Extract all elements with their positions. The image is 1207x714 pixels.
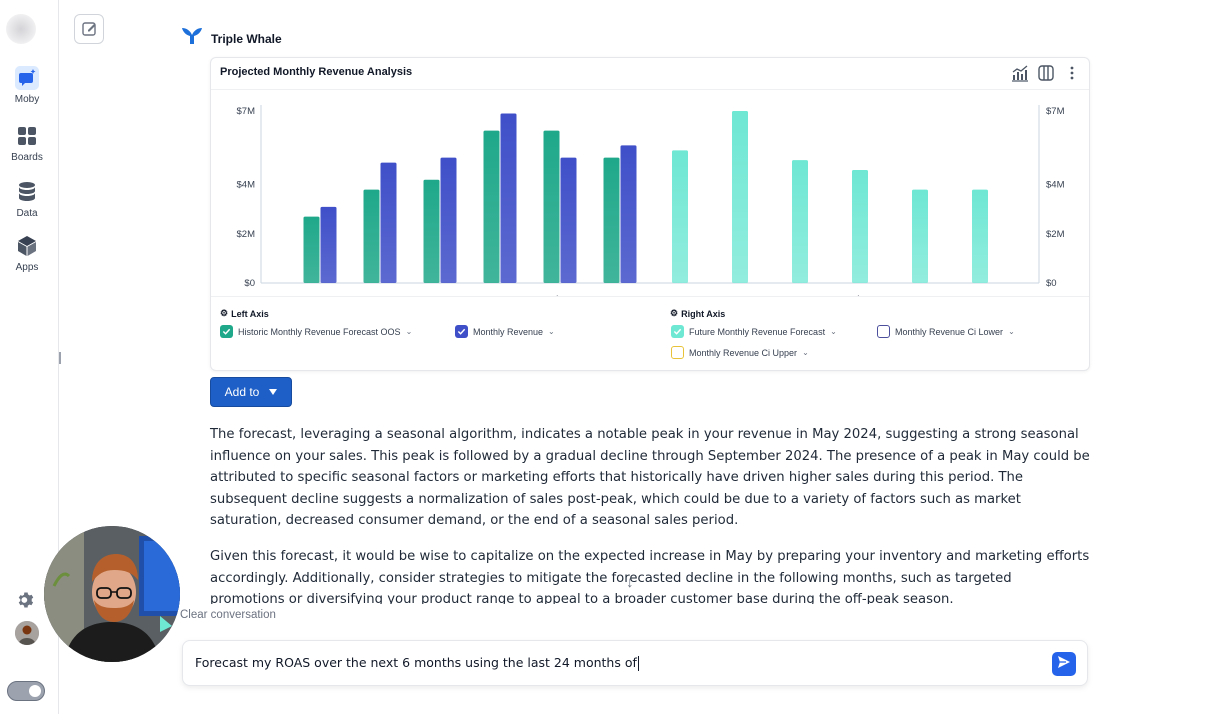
sidebar-item-label: Boards: [11, 152, 43, 163]
bar-monthly-revenue: [500, 113, 517, 283]
new-chat-button[interactable]: [74, 14, 104, 44]
checkbox-checked-icon[interactable]: [455, 325, 468, 338]
revenue-bar-chart: $0 $2M $4M $7M $0 $2M $4M $7M Oct 23 Nov 23 Dec 23…: [237, 105, 1065, 296]
bar-monthly-revenue: [440, 157, 457, 283]
response-paragraph-2-viewport: Given this forecast, it would be wise to…: [210, 546, 1090, 604]
right-axis-title: ⚙ Right Axis: [670, 308, 726, 319]
edit-icon: [75, 22, 103, 47]
sidebar-item-boards[interactable]: Boards: [0, 124, 54, 163]
bar-future-monthly-revenue-forecast: [792, 160, 808, 283]
columns-icon[interactable]: [1037, 64, 1055, 82]
add-to-button[interactable]: Add to: [210, 377, 292, 407]
bar-historic-monthly-revenue-forecast-oos: [483, 130, 500, 283]
chat-input[interactable]: Forecast my ROAS over the next 6 months …: [195, 655, 639, 671]
x-axis-tick-label: Jul 24: [847, 295, 874, 296]
mode-toggle[interactable]: [7, 681, 45, 701]
x-axis-tick-label: Mar 24: [604, 295, 636, 296]
left-axis-tick-label: $4M: [237, 180, 256, 191]
chevron-down-icon[interactable]: ⌄: [548, 327, 555, 336]
left-axis-tick-label: $2M: [237, 229, 256, 240]
chat-input-box[interactable]: Forecast my ROAS over the next 6 months …: [182, 640, 1088, 686]
bar-future-monthly-revenue-forecast: [912, 189, 928, 283]
chevron-down-icon[interactable]: ⌄: [802, 348, 809, 357]
x-axis-tick-label: Sep 24: [964, 295, 996, 296]
left-axis-tick-label: $7M: [237, 106, 256, 117]
sidebar-item-data[interactable]: Data: [0, 180, 54, 219]
chart-toolbar: [1011, 64, 1081, 82]
x-axis-tick-label: Jan 24: [485, 295, 515, 296]
small-gear-icon: ⚙: [220, 308, 229, 318]
bar-historic-monthly-revenue-forecast-oos: [303, 216, 320, 283]
bar-monthly-revenue: [320, 206, 337, 283]
clear-conversation-button[interactable]: Clear conversation: [180, 609, 276, 621]
send-button[interactable]: [1052, 652, 1076, 676]
legend-item-future-forecast[interactable]: Future Monthly Revenue Forecast ⌄: [671, 325, 837, 338]
x-axis-tick-label: May 24: [724, 295, 757, 296]
sidebar-item-label: Moby: [14, 94, 40, 105]
chevron-down-icon[interactable]: ⌄: [405, 327, 413, 336]
x-axis-tick-label: Jun 24: [785, 295, 815, 296]
sidebar-item-label: Apps: [15, 262, 39, 273]
sidebar-item-label: Data: [16, 208, 38, 219]
whale-tail-icon: [181, 27, 203, 50]
bar-monthly-revenue: [560, 157, 577, 283]
left-axis-title: ⚙ Left Axis: [220, 308, 269, 319]
brand-header: Triple Whale: [181, 27, 282, 50]
bar-historic-monthly-revenue-forecast-oos: [603, 157, 620, 283]
checkbox-unchecked-icon[interactable]: [877, 325, 890, 338]
gear-icon[interactable]: [16, 590, 36, 610]
bar-monthly-revenue: [620, 145, 637, 283]
checkbox-checked-icon[interactable]: [671, 325, 684, 338]
bar-historic-monthly-revenue-forecast-oos: [543, 130, 560, 283]
sidebar-item-apps[interactable]: Apps: [0, 234, 54, 273]
cube-icon: [15, 234, 39, 258]
workspace-logo[interactable]: [6, 14, 36, 44]
left-axis-tick-label: $0: [244, 278, 255, 289]
bar-historic-monthly-revenue-forecast-oos: [363, 189, 380, 283]
webcam-overlay: [44, 526, 180, 662]
send-icon: [1057, 655, 1071, 674]
x-axis-tick-label: Oct 23: [305, 295, 335, 296]
bar-future-monthly-revenue-forecast: [852, 169, 868, 283]
right-axis-tick-label: $7M: [1046, 106, 1065, 117]
chat-sparkle-icon: [15, 66, 39, 90]
chevron-down-icon[interactable]: ⌄: [830, 327, 837, 336]
x-axis-tick-label: Dec 23: [424, 295, 456, 296]
brand-name: Triple Whale: [211, 31, 282, 46]
chevron-down-icon[interactable]: ⌄: [1008, 327, 1015, 336]
small-gear-icon: ⚙: [670, 308, 679, 318]
response-paragraph-1: The forecast, leveraging a seasonal algo…: [210, 427, 1090, 528]
grid-icon: [15, 124, 39, 148]
more-vertical-icon[interactable]: [1063, 64, 1081, 82]
chart-title: Projected Monthly Revenue Analysis: [220, 66, 413, 78]
x-axis-tick-label: Apr 24: [665, 295, 695, 296]
arrow-down-icon[interactable]: ↓: [626, 574, 634, 591]
bar-future-monthly-revenue-forecast: [672, 150, 688, 283]
legend-item-historic-forecast[interactable]: Historic Monthly Revenue Forecast OOS ⌄: [220, 325, 412, 338]
x-axis-tick-label: Nov 23: [364, 295, 396, 296]
user-avatar-icon[interactable]: [15, 621, 39, 645]
legend-item-monthly-revenue[interactable]: Monthly Revenue ⌄: [455, 325, 555, 338]
sidebar-item-moby[interactable]: Moby: [0, 66, 54, 105]
x-axis-tick-label: Feb 24: [544, 295, 576, 296]
bar-future-monthly-revenue-forecast: [972, 189, 988, 283]
checkbox-unchecked-icon[interactable]: [671, 346, 684, 359]
sidebar: Moby Boards Data Apps: [0, 0, 59, 714]
caret-down-icon: [269, 389, 278, 395]
legend-item-ci-lower[interactable]: Monthly Revenue Ci Lower ⌄: [877, 325, 1015, 338]
response-paragraph-2: Given this forecast, it would be wise to…: [210, 549, 1090, 604]
sidebar-resize-handle[interactable]: [59, 352, 61, 364]
right-axis-tick-label: $4M: [1046, 180, 1065, 191]
x-axis-tick-label: Aug 24: [904, 295, 936, 296]
bar-monthly-revenue: [380, 162, 397, 283]
legend-item-ci-upper[interactable]: Monthly Revenue Ci Upper ⌄: [671, 346, 809, 359]
right-axis-tick-label: $0: [1046, 278, 1057, 289]
checkbox-checked-icon[interactable]: [220, 325, 233, 338]
right-axis-tick-label: $2M: [1046, 229, 1065, 240]
chart-type-icon[interactable]: [1011, 64, 1029, 82]
bar-future-monthly-revenue-forecast: [732, 111, 748, 283]
database-icon: [15, 180, 39, 204]
chart-card: Projected Monthly Revenue Analysis $0 $2M…: [210, 57, 1090, 371]
bar-historic-monthly-revenue-forecast-oos: [423, 179, 440, 283]
